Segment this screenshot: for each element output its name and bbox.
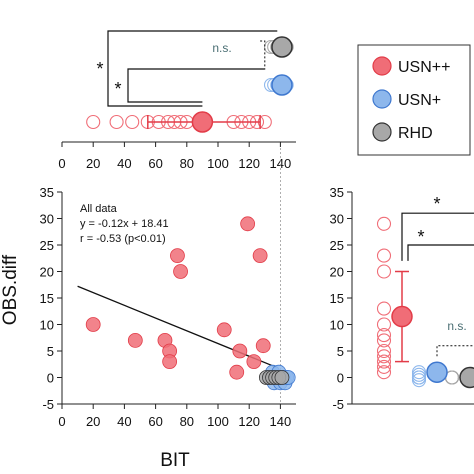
main-point-usn-pp bbox=[255, 338, 271, 354]
top-x-tick-label: 140 bbox=[270, 156, 292, 171]
main-scatter-panel: -5 0 5 10 15 20 25 30 35 0 20 40 60 80 100 120 140 bbox=[40, 148, 296, 429]
main-point-usn-pp bbox=[229, 364, 245, 380]
main-point-usn-pp bbox=[240, 216, 256, 232]
regression-line bbox=[77, 285, 278, 369]
right-bracket-usn-p-rhd bbox=[436, 345, 474, 357]
right-y-tick-label: 30 bbox=[330, 212, 344, 227]
top-mean-usn-pp bbox=[191, 111, 214, 133]
right-y-tick-label: 10 bbox=[330, 318, 344, 333]
main-y-tick-label: 35 bbox=[40, 185, 54, 200]
right-mean-usn-p bbox=[426, 361, 448, 383]
right-point-usn-pp bbox=[376, 349, 392, 364]
main-x-tick-label: 60 bbox=[148, 414, 162, 429]
right-sig-star: * bbox=[417, 227, 424, 247]
main-x-tick-label: 140 bbox=[270, 414, 292, 429]
main-y-tick-label: 5 bbox=[47, 344, 54, 359]
main-y-tick-label: 15 bbox=[40, 291, 54, 306]
right-point-usn-pp bbox=[376, 365, 392, 380]
legend-label-rhd: RHD bbox=[398, 125, 433, 142]
main-y-tick-label: 20 bbox=[40, 265, 54, 280]
right-y-tick-label: 35 bbox=[330, 185, 344, 200]
right-y-tick-label: 25 bbox=[330, 238, 344, 253]
right-y-tick-label: 5 bbox=[337, 344, 344, 359]
top-point-usn-pp bbox=[86, 114, 101, 130]
legend-marker-rhd bbox=[372, 122, 392, 142]
right-point-usn-pp bbox=[376, 317, 392, 332]
main-point-usn-pp bbox=[232, 343, 248, 359]
main-point-usn-pp bbox=[127, 332, 143, 348]
y-axis-label: OBS.diff bbox=[0, 254, 21, 325]
main-point-usn-pp bbox=[162, 354, 178, 370]
top-mean-usn-p bbox=[271, 74, 293, 96]
right-y-tick-label: -5 bbox=[332, 397, 344, 412]
main-x-tick-label: 40 bbox=[117, 414, 131, 429]
right-sig-star: * bbox=[433, 194, 440, 214]
top-x-tick-label: 60 bbox=[148, 156, 162, 171]
right-point-usn-pp bbox=[376, 216, 392, 231]
annotation-correlation: r = -0.53 (p<0.01) bbox=[80, 233, 166, 245]
top-x-tick-label: 20 bbox=[86, 156, 100, 171]
right-point-usn-pp bbox=[376, 328, 392, 343]
main-x-tick-label: 80 bbox=[180, 414, 194, 429]
right-y-tick-label: 15 bbox=[330, 291, 344, 306]
top-x-tick-label: 80 bbox=[180, 156, 194, 171]
x-axis-label: BIT bbox=[160, 450, 190, 471]
main-y-tick-label: -5 bbox=[42, 397, 54, 412]
main-point-usn-pp bbox=[246, 354, 262, 370]
top-strip-panel: 0 20 40 60 80 100 120 140 * * n.s. bbox=[58, 30, 296, 171]
top-point-usn-pp bbox=[125, 114, 140, 130]
annotation-equation: y = -0.12x + 18.41 bbox=[80, 218, 169, 230]
right-point-usn-pp bbox=[376, 301, 392, 316]
top-bracket-usn-p-rhd bbox=[260, 40, 266, 70]
top-x-tick-label: 0 bbox=[58, 156, 65, 171]
right-y-tick-label: 20 bbox=[330, 265, 344, 280]
main-x-tick-label: 120 bbox=[238, 414, 260, 429]
right-mean-rhd bbox=[459, 366, 474, 389]
right-y-tick-label: 0 bbox=[337, 371, 344, 386]
top-sig-star: * bbox=[114, 79, 121, 99]
legend-marker-usn-p bbox=[372, 89, 392, 109]
right-point-usn-pp bbox=[376, 343, 392, 359]
top-bracket-usn-pp-rhd bbox=[107, 30, 278, 107]
right-point-usn-pp bbox=[376, 248, 392, 263]
top-point-usn-pp bbox=[109, 114, 124, 130]
main-point-usn-pp bbox=[173, 264, 188, 279]
legend-label-usn-pp: USN++ bbox=[398, 59, 450, 76]
right-bracket-usn-pp-rhd bbox=[401, 212, 474, 261]
right-ns-label: n.s. bbox=[447, 319, 466, 333]
right-bracket-usn-pp-usn-p bbox=[407, 244, 474, 261]
main-y-tick-label: 10 bbox=[40, 318, 54, 333]
main-point-usn-pp bbox=[85, 317, 101, 332]
main-point-usn-pp bbox=[216, 322, 232, 338]
right-strip-panel: -5 0 5 10 15 20 25 30 35 * * n.s. bbox=[330, 185, 474, 412]
top-ns-label: n.s. bbox=[212, 41, 231, 55]
annotation-title: All data bbox=[80, 203, 118, 215]
right-point-usn-pp bbox=[376, 354, 392, 369]
top-x-tick-label: 120 bbox=[238, 156, 260, 171]
right-point-usn-pp bbox=[376, 264, 392, 279]
main-point-usn-pp bbox=[170, 248, 185, 264]
top-bracket-usn-pp-usn-p bbox=[127, 68, 265, 103]
main-x-tick-label: 20 bbox=[86, 414, 100, 429]
main-point-rhd bbox=[274, 370, 290, 385]
main-point-usn-pp bbox=[252, 248, 268, 264]
right-mean-usn-pp bbox=[391, 305, 413, 328]
top-x-tick-label: 100 bbox=[207, 156, 229, 171]
main-x-tick-label: 0 bbox=[58, 414, 65, 429]
main-y-tick-label: 25 bbox=[40, 238, 54, 253]
top-x-tick-label: 40 bbox=[117, 156, 131, 171]
right-point-usn-p bbox=[411, 370, 427, 385]
legend-marker-usn-pp bbox=[372, 56, 392, 76]
main-y-tick-label: 0 bbox=[47, 371, 54, 386]
legend: USN++ USN+ RHD bbox=[357, 44, 471, 156]
top-sig-star: * bbox=[96, 59, 103, 79]
right-point-usn-pp bbox=[376, 359, 392, 374]
main-x-tick-label: 100 bbox=[207, 414, 229, 429]
right-point-usn-pp bbox=[376, 333, 392, 348]
top-mean-rhd bbox=[271, 36, 293, 58]
legend-label-usn-p: USN+ bbox=[398, 92, 441, 109]
main-y-tick-label: 30 bbox=[40, 212, 54, 227]
